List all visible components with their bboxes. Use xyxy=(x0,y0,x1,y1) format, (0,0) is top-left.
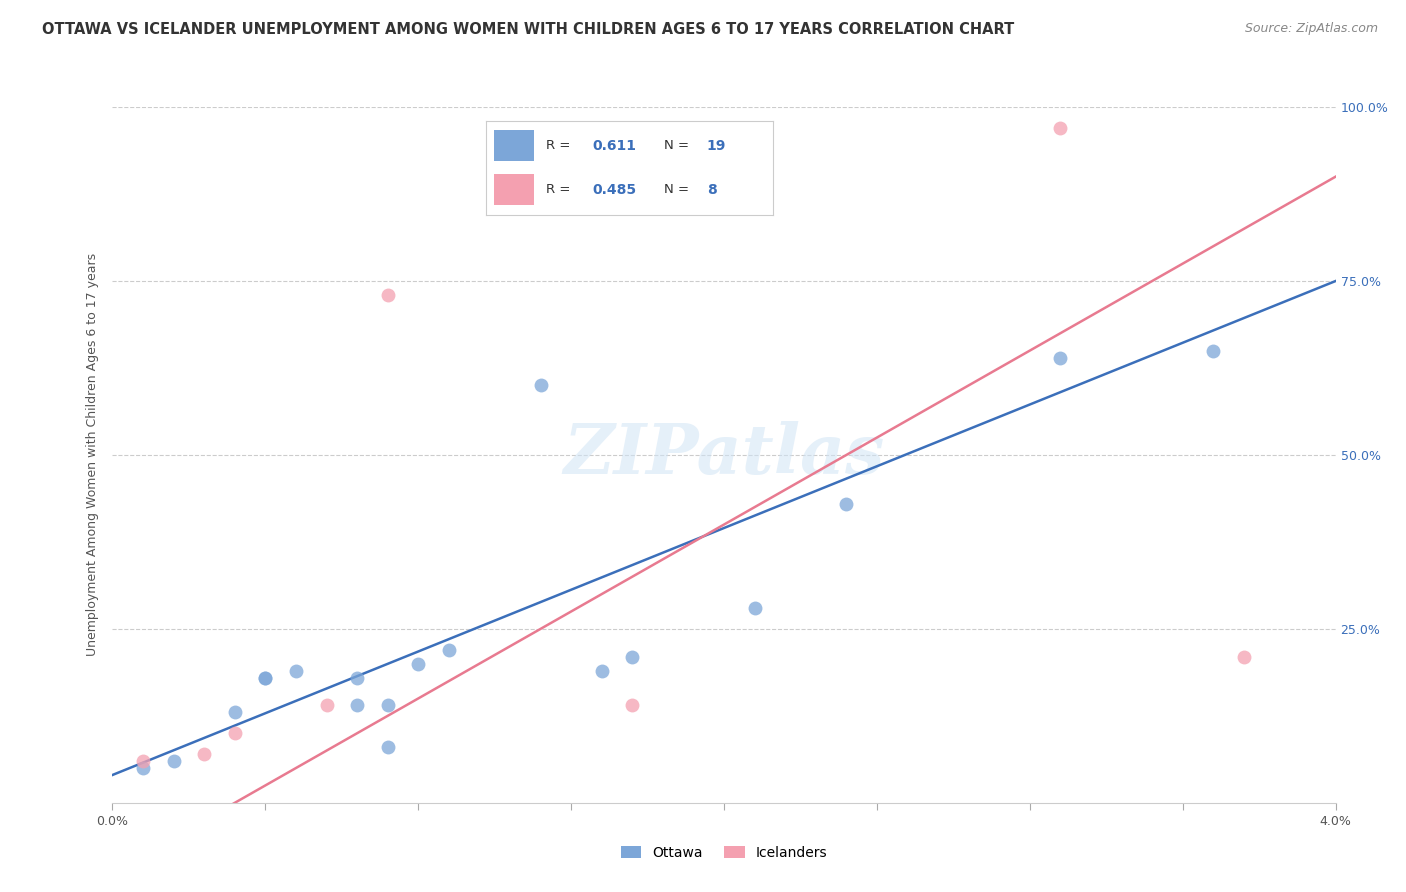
Point xyxy=(224,706,246,720)
Y-axis label: Unemployment Among Women with Children Ages 6 to 17 years: Unemployment Among Women with Children A… xyxy=(86,253,100,657)
Text: Source: ZipAtlas.com: Source: ZipAtlas.com xyxy=(1244,22,1378,36)
Point xyxy=(408,657,430,671)
Point xyxy=(315,698,337,713)
Point xyxy=(529,378,551,392)
Text: OTTAWA VS ICELANDER UNEMPLOYMENT AMONG WOMEN WITH CHILDREN AGES 6 TO 17 YEARS CO: OTTAWA VS ICELANDER UNEMPLOYMENT AMONG W… xyxy=(42,22,1015,37)
Point xyxy=(1049,351,1071,365)
Legend: Ottawa, Icelanders: Ottawa, Icelanders xyxy=(614,840,834,865)
Point xyxy=(284,664,308,678)
Point xyxy=(254,671,277,685)
Point xyxy=(346,698,368,713)
Point xyxy=(377,288,399,302)
Point xyxy=(621,649,644,664)
Point xyxy=(1202,343,1225,358)
Point xyxy=(621,698,644,713)
Point xyxy=(224,726,246,740)
Point xyxy=(591,664,613,678)
Point xyxy=(377,740,399,755)
Point xyxy=(744,601,766,615)
Point xyxy=(163,754,186,768)
Point xyxy=(1233,649,1256,664)
Point xyxy=(193,747,215,761)
Point xyxy=(835,497,858,511)
Point xyxy=(346,671,368,685)
Point xyxy=(132,754,155,768)
Point xyxy=(437,642,460,657)
Point xyxy=(132,761,155,775)
Point xyxy=(377,698,399,713)
Point xyxy=(1049,120,1071,135)
Text: ZIPatlas: ZIPatlas xyxy=(564,421,884,489)
Point xyxy=(254,671,277,685)
